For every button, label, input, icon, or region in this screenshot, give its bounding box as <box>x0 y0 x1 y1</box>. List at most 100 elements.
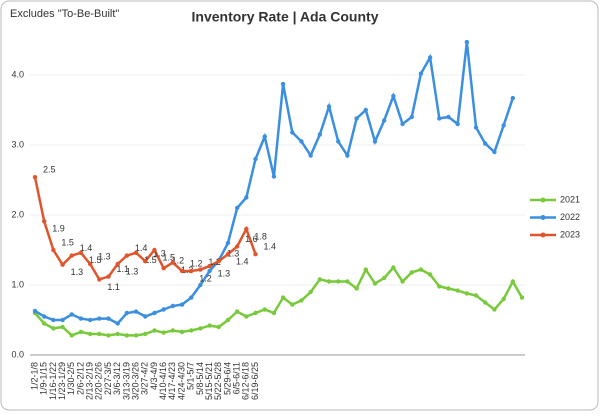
data-point <box>78 250 84 255</box>
data-point <box>400 279 405 284</box>
data-point <box>326 279 332 284</box>
data-point <box>437 284 442 289</box>
data-label: 1.3 <box>98 251 111 261</box>
data-point <box>234 309 240 314</box>
x-tick-label: 6/5-6/11 <box>232 362 242 394</box>
data-point <box>207 263 212 269</box>
data-label: 1.5 <box>89 255 102 265</box>
data-point <box>170 303 176 309</box>
legend-marker <box>540 232 546 238</box>
x-tick-label: 5/22-5/28 <box>213 362 223 400</box>
data-point <box>143 314 148 319</box>
data-point <box>446 286 451 291</box>
data-point <box>271 310 277 316</box>
x-tick-label: 4/17-4/23 <box>167 362 177 400</box>
x-tick-label: 1/2-1/8 <box>29 362 39 390</box>
data-point <box>198 326 203 331</box>
data-point <box>32 308 38 314</box>
data-point <box>519 295 525 300</box>
x-tick-label: 6/12-6/18 <box>241 362 251 400</box>
data-point <box>446 114 451 120</box>
data-label: 1.3 <box>227 249 240 259</box>
data-label: 1.2 <box>199 273 212 283</box>
data-point <box>317 277 323 282</box>
data-point <box>280 295 286 300</box>
data-label: 1.5 <box>144 255 157 265</box>
data-point <box>143 331 148 337</box>
data-point <box>510 95 516 101</box>
data-point <box>326 104 332 109</box>
data-point <box>225 252 231 257</box>
data-label: 1.3 <box>181 265 194 275</box>
y-tick-label: 1.0 <box>11 279 24 289</box>
data-point <box>427 55 433 60</box>
x-tick-label: 4/3-4/9 <box>149 362 159 390</box>
data-point <box>124 310 130 316</box>
data-point <box>354 116 359 121</box>
data-point <box>317 132 323 137</box>
data-point <box>464 291 470 296</box>
data-point <box>216 259 221 264</box>
data-point <box>225 240 231 246</box>
data-point <box>244 226 249 232</box>
data-point <box>345 153 350 158</box>
x-tick-label: 5/8-5/14 <box>195 362 205 395</box>
data-point <box>179 268 185 274</box>
data-point <box>455 121 460 127</box>
legend-marker <box>540 197 546 203</box>
x-tick-label: 2/13-2/19 <box>85 362 95 400</box>
data-point <box>455 288 460 293</box>
data-point <box>409 270 414 275</box>
data-point <box>253 156 258 162</box>
data-point <box>216 324 221 330</box>
data-point <box>41 219 47 224</box>
data-point <box>381 118 387 123</box>
chart-title: Inventory Rate | Ada County <box>192 9 379 25</box>
data-label: 1.5 <box>61 237 74 247</box>
data-point <box>41 314 47 319</box>
data-label: 1.3 <box>126 266 139 276</box>
legend-label: 2023 <box>560 229 580 239</box>
data-point <box>308 153 313 158</box>
data-point <box>262 307 267 312</box>
data-point <box>345 279 350 284</box>
data-point <box>179 302 185 307</box>
x-tick-label: 1/9-1/15 <box>39 362 49 395</box>
data-point <box>51 247 56 253</box>
x-tick-label: 3/20-3/26 <box>130 362 140 400</box>
y-tick-label: 2.0 <box>11 209 24 219</box>
data-point <box>60 262 65 267</box>
data-point <box>336 279 341 284</box>
data-label: 1.2 <box>208 257 221 267</box>
data-point <box>97 277 102 282</box>
data-point <box>280 81 286 87</box>
data-point <box>409 114 414 120</box>
data-label: 1.4 <box>236 257 249 267</box>
data-point <box>60 324 65 330</box>
data-point <box>152 328 157 333</box>
data-label: 1.1 <box>107 282 120 292</box>
data-point <box>253 310 258 316</box>
data-point <box>262 134 267 139</box>
data-point <box>483 141 488 146</box>
data-point <box>115 261 120 267</box>
data-point <box>189 328 194 333</box>
data-point <box>198 267 203 272</box>
data-point <box>69 312 74 317</box>
x-tick-label: 2/6-2/12 <box>75 362 85 395</box>
x-tick-label: 3/6-3/12 <box>112 362 122 395</box>
data-point <box>492 149 497 155</box>
data-point <box>271 174 277 179</box>
data-point <box>473 125 479 130</box>
data-point <box>87 261 93 267</box>
data-point <box>510 279 516 284</box>
data-point <box>124 253 130 258</box>
data-point <box>244 195 249 200</box>
x-tick-label: 5/29-6/4 <box>222 362 232 395</box>
data-point <box>179 329 185 335</box>
data-point <box>133 250 139 255</box>
data-label: 1.6 <box>245 234 258 244</box>
data-point <box>363 267 368 272</box>
